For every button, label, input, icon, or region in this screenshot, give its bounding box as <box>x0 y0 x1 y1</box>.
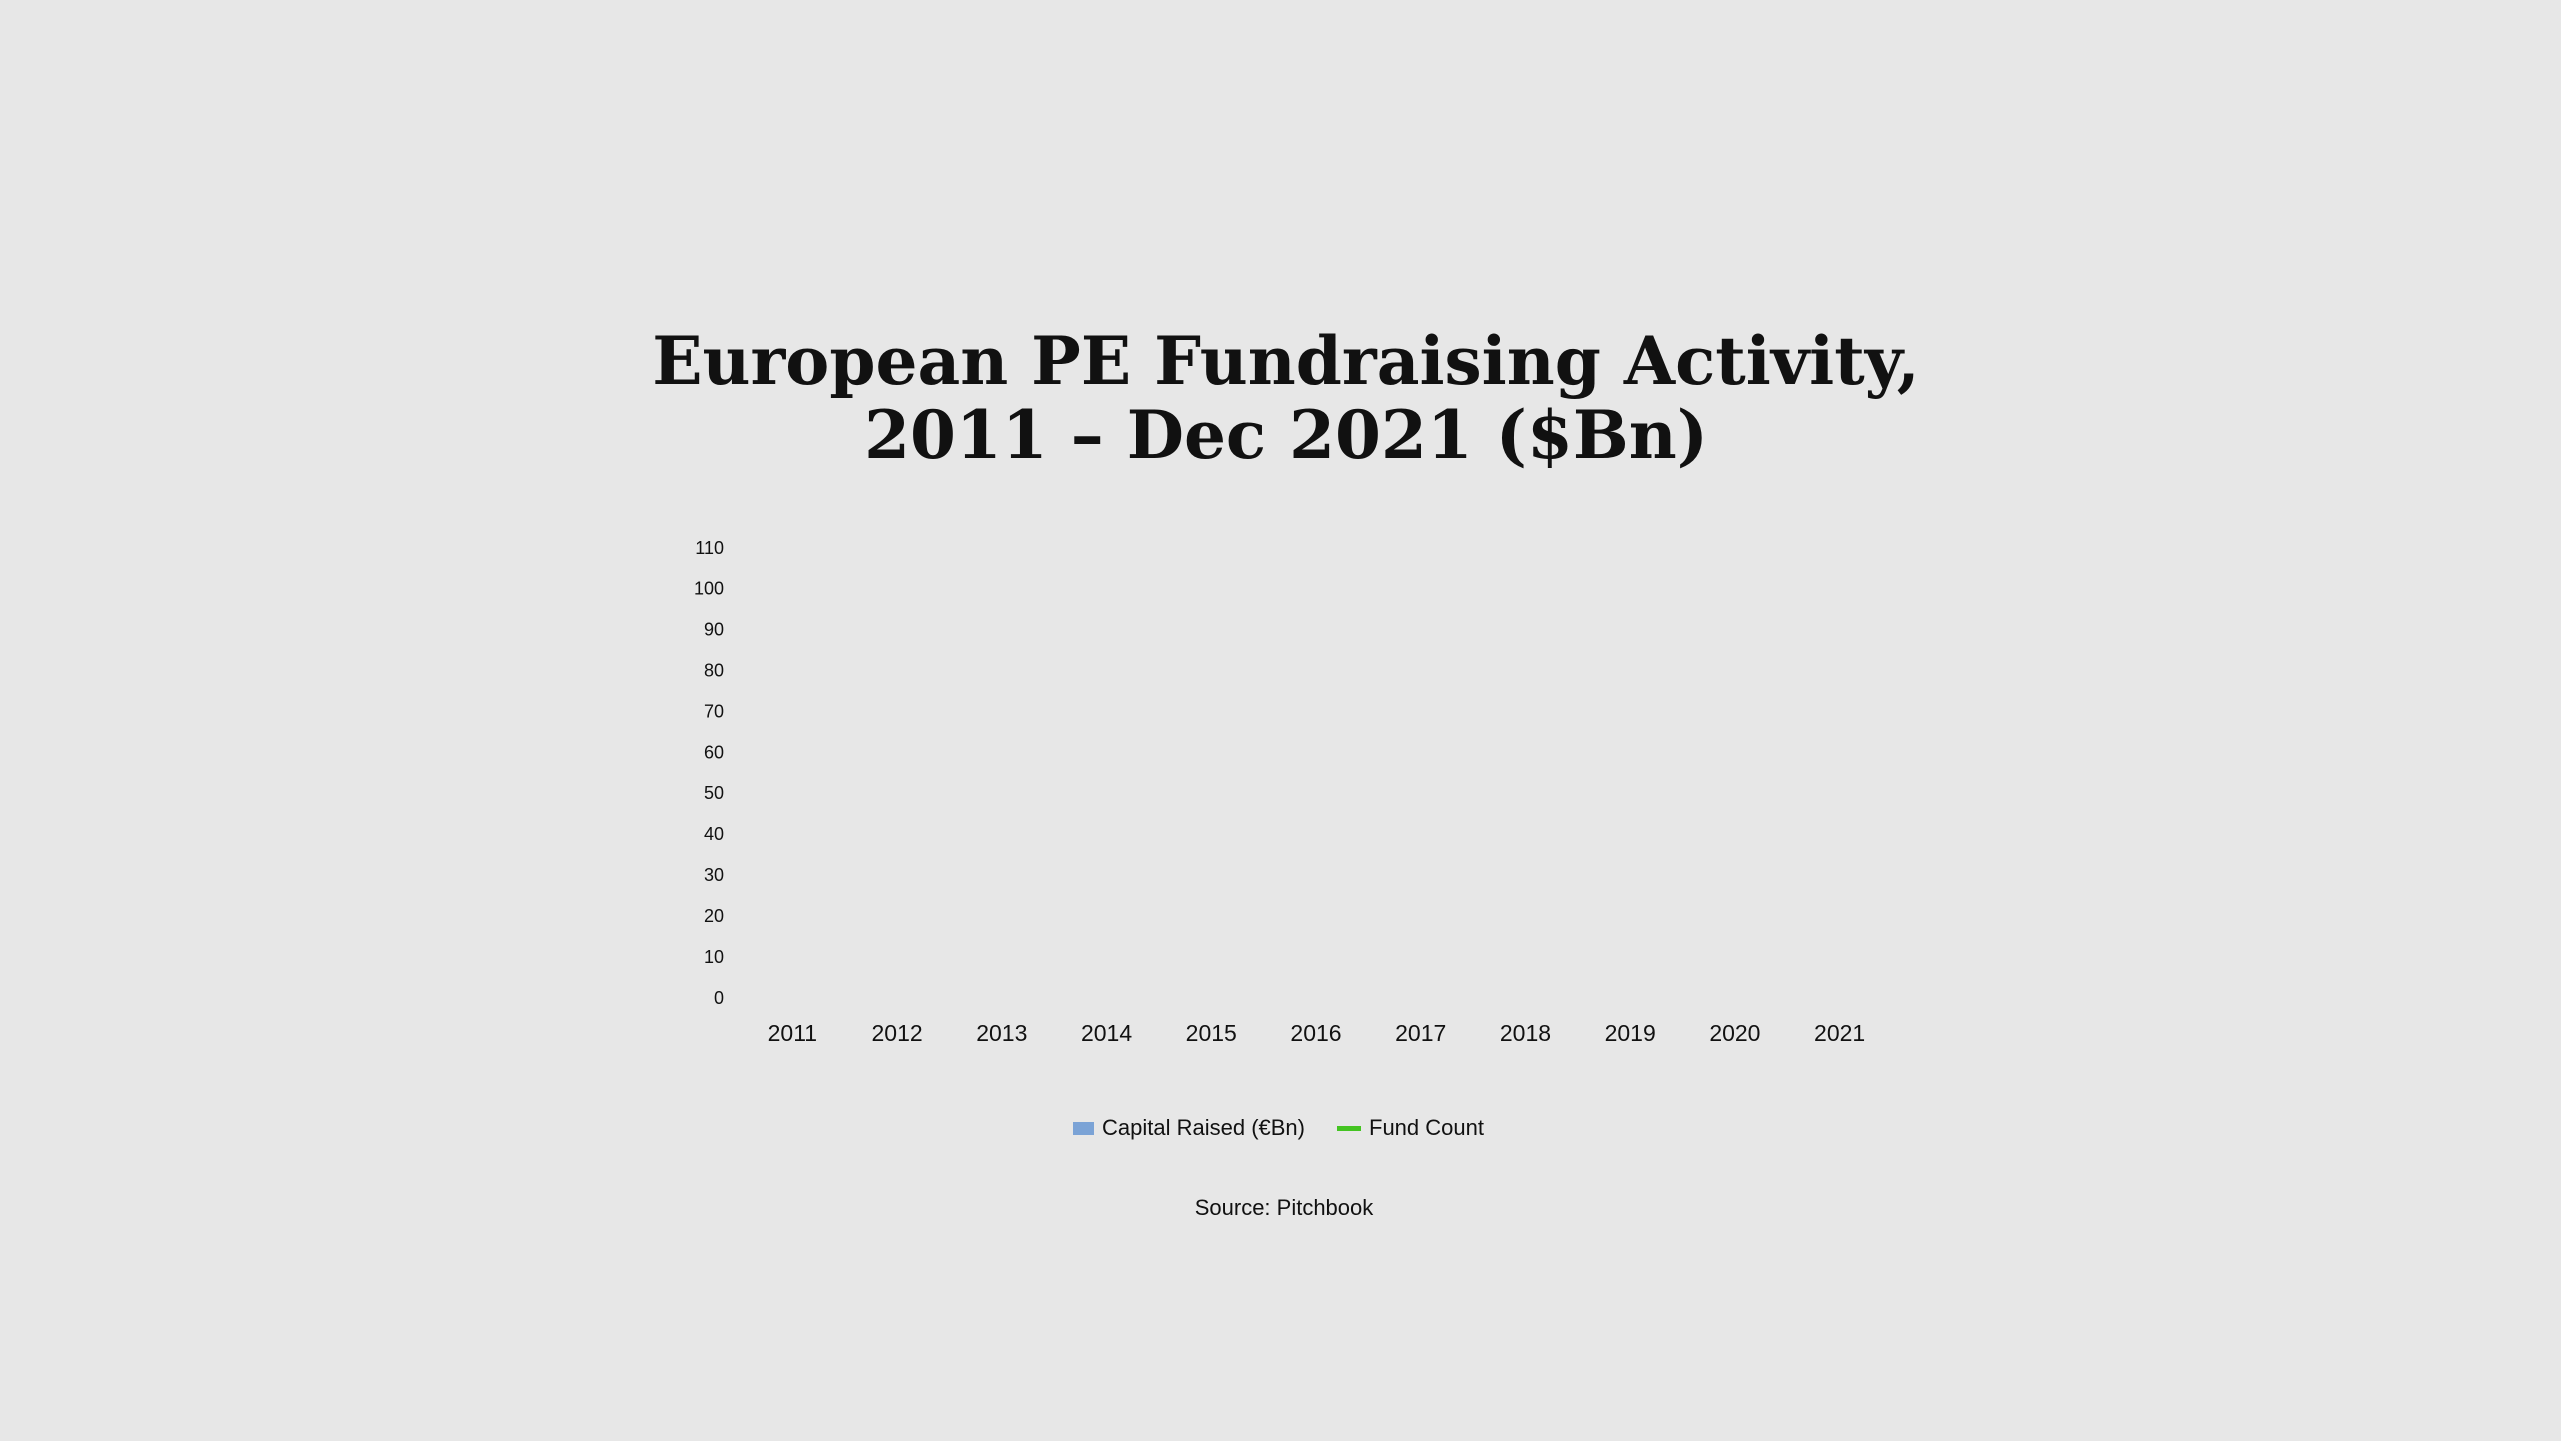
x-tick-label: 2013 <box>976 1020 1027 1046</box>
y-tick-label: 100 <box>694 579 724 599</box>
chart-title: 2011 – Dec 2021 ($Bn) <box>864 396 1708 474</box>
y-tick-label: 60 <box>704 742 724 762</box>
y-tick-label: 110 <box>695 538 724 558</box>
y-tick-label: 90 <box>704 620 724 640</box>
x-tick-label: 2017 <box>1395 1020 1446 1046</box>
y-tick-label: 0 <box>714 988 724 1008</box>
y-tick-label: 40 <box>704 824 724 844</box>
x-tick-label: 2012 <box>872 1020 923 1046</box>
legend-swatch <box>1337 1126 1361 1131</box>
x-tick-label: 2014 <box>1081 1020 1132 1046</box>
legend-swatch <box>1073 1122 1094 1135</box>
y-tick-label: 10 <box>704 947 724 967</box>
source-note: Source: Pitchbook <box>1195 1195 1375 1220</box>
legend-label: Fund Count <box>1369 1115 1484 1140</box>
x-tick-label: 2021 <box>1814 1020 1865 1046</box>
x-tick-label: 2015 <box>1186 1020 1237 1046</box>
y-tick-label: 30 <box>704 865 724 885</box>
x-tick-label: 2016 <box>1290 1020 1341 1046</box>
y-tick-label: 50 <box>704 783 724 803</box>
legend-label: Capital Raised (€Bn) <box>1102 1115 1305 1140</box>
y-tick-label: 20 <box>704 906 724 926</box>
y-tick-label: 70 <box>704 701 724 721</box>
x-tick-label: 2019 <box>1605 1020 1656 1046</box>
x-tick-label: 2018 <box>1500 1020 1551 1046</box>
x-tick-label: 2011 <box>768 1020 817 1046</box>
y-tick-label: 80 <box>704 660 724 680</box>
chart-title: European PE Fundraising Activity, <box>652 322 1920 400</box>
x-tick-label: 2020 <box>1709 1020 1760 1046</box>
